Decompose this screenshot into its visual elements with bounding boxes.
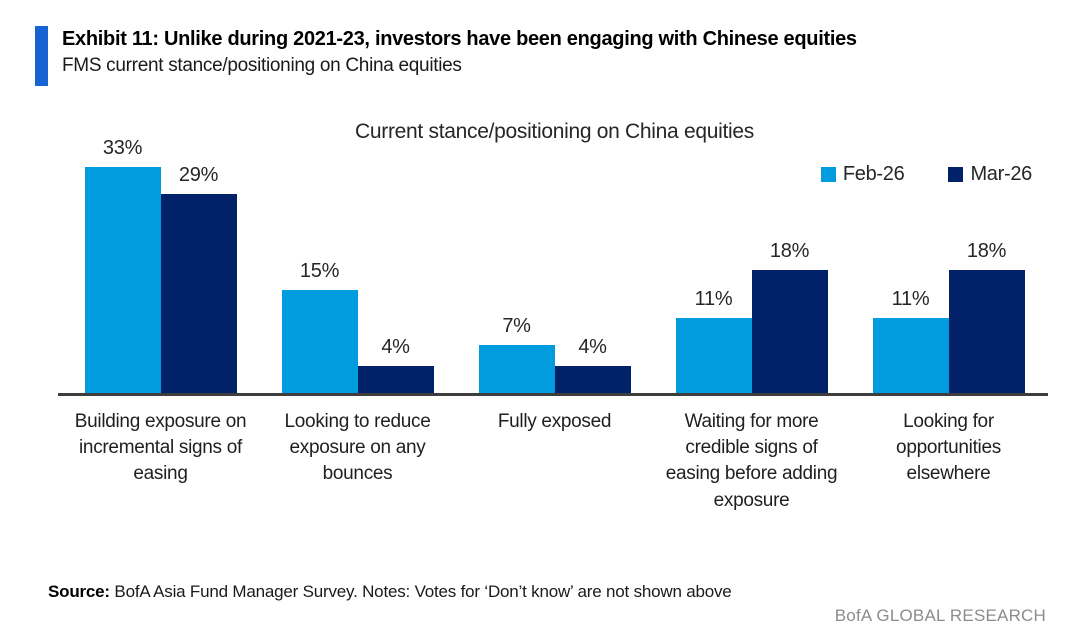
bar-value-label: 7% bbox=[502, 315, 531, 337]
bar-wrap: 18% bbox=[948, 240, 1025, 393]
bar-feb-26-cat1 bbox=[281, 290, 358, 393]
bar-mar-26-cat3 bbox=[751, 270, 828, 393]
legend-swatch-mar-26 bbox=[948, 167, 964, 182]
bar-wrap: 18% bbox=[751, 240, 828, 393]
bar-wrap: 29% bbox=[160, 164, 237, 393]
legend-label: Feb-26 bbox=[842, 163, 905, 185]
bar-wrap: 15% bbox=[281, 260, 358, 393]
legend-label: Mar-26 bbox=[970, 163, 1032, 185]
exhibit-accent-bar bbox=[35, 26, 48, 86]
legend-item-mar-26: Mar-26 bbox=[948, 163, 1032, 186]
bar-mar-26-cat2 bbox=[554, 366, 631, 393]
category-label: Looking to reduce exposure on any bounce… bbox=[284, 411, 431, 485]
exhibit-subtitle: FMS current stance/positioning on China … bbox=[62, 55, 462, 76]
bar-wrap: 7% bbox=[478, 315, 555, 393]
bar-wrap: 4% bbox=[554, 336, 631, 393]
x-axis-line bbox=[58, 393, 1048, 396]
bar-group-waiting-for: 11% 18% bbox=[653, 153, 850, 393]
plot-area: 33% 29% 15% 4% 7% 4% 11% 18% 11% 18% bbox=[62, 137, 1047, 393]
bar-wrap: 4% bbox=[357, 336, 434, 393]
source-label: Source: bbox=[48, 582, 110, 601]
bar-value-label: 4% bbox=[578, 336, 607, 358]
bar-wrap: 11% bbox=[675, 288, 752, 393]
bar-mar-26-cat0 bbox=[160, 194, 237, 393]
bar-feb-26-cat2 bbox=[478, 345, 555, 393]
bar-group-building-exposure: 33% 29% bbox=[62, 137, 259, 393]
bar-value-label: 29% bbox=[178, 164, 219, 186]
legend-swatch-feb-26 bbox=[820, 167, 836, 182]
exhibit-title: Exhibit 11: Unlike during 2021-23, inves… bbox=[62, 28, 857, 50]
chart-title: Current stance/positioning on China equi… bbox=[355, 120, 754, 143]
source-text: BofA Asia Fund Manager Survey. Notes: Vo… bbox=[109, 582, 732, 601]
bar-group-looking-for: 11% 18% bbox=[850, 153, 1047, 393]
category-axis-labels: Building exposure on incremental signs o… bbox=[62, 409, 1047, 514]
bar-mar-26-cat1 bbox=[357, 366, 434, 393]
bar-wrap: 33% bbox=[84, 137, 161, 393]
chart-legend: Feb-26 Mar-26 bbox=[820, 163, 1032, 186]
bar-value-label: 11% bbox=[694, 288, 733, 310]
category-label: Building exposure on incremental signs o… bbox=[74, 411, 247, 485]
bofa-global-research-branding: BofA GLOBAL RESEARCH bbox=[834, 606, 1046, 625]
bar-feb-26-cat0 bbox=[84, 167, 161, 393]
bar-value-label: 18% bbox=[769, 240, 810, 262]
exhibit-header-text: Exhibit 11: Unlike during 2021-23, inves… bbox=[62, 26, 857, 86]
bar-value-label: 4% bbox=[381, 336, 410, 358]
bar-value-label: 18% bbox=[966, 240, 1007, 262]
bar-feb-26-cat3 bbox=[675, 318, 752, 393]
source-note: Source: BofA Asia Fund Manager Survey. N… bbox=[48, 582, 732, 602]
legend-item-feb-26: Feb-26 bbox=[820, 163, 905, 186]
bar-value-label: 11% bbox=[891, 288, 930, 310]
category-label: Looking for opportunities elsewhere bbox=[896, 411, 1001, 485]
bar-feb-26-cat4 bbox=[872, 318, 949, 393]
bar-group-looking-to: 15% 4% bbox=[259, 153, 456, 393]
exhibit-header: Exhibit 11: Unlike during 2021-23, inves… bbox=[35, 26, 857, 86]
bar-value-label: 15% bbox=[299, 260, 340, 282]
bar-wrap: 11% bbox=[872, 288, 949, 393]
category-label: Fully exposed bbox=[497, 411, 612, 432]
category-label: Waiting for more credible signs of easin… bbox=[665, 411, 838, 511]
bar-mar-26-cat4 bbox=[948, 270, 1025, 393]
bar-value-label: 33% bbox=[102, 137, 143, 159]
bar-group-fully-exposed: 7% 4% bbox=[456, 153, 653, 393]
